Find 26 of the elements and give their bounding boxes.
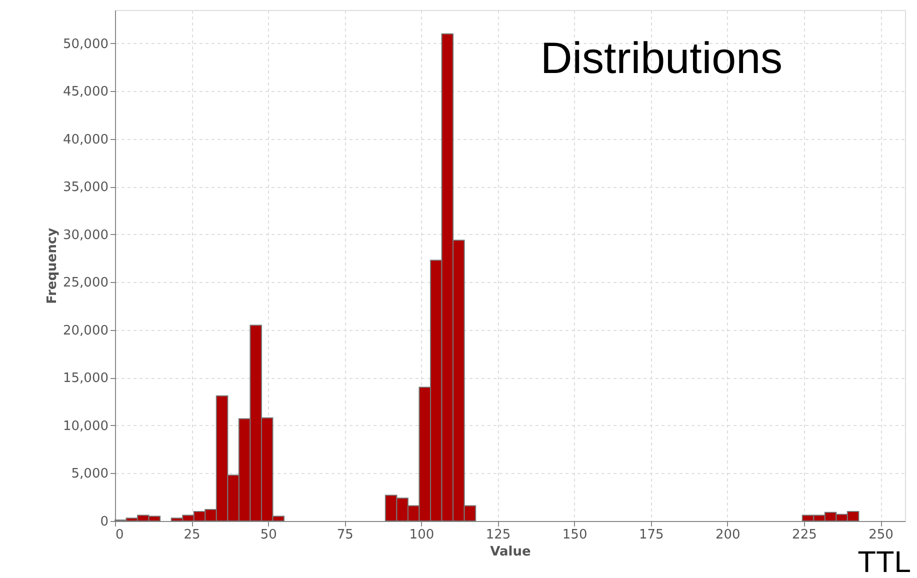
x-tick-label: 200 xyxy=(715,528,740,542)
y-tick-label: 10,000 xyxy=(63,418,108,434)
text: TTL xyxy=(858,546,911,578)
y-tick-label: 15,000 xyxy=(63,371,108,386)
y-tick-label: 30,000 xyxy=(63,228,108,243)
x-tick-label: 150 xyxy=(562,528,588,542)
x-tick-label: 100 xyxy=(409,528,434,542)
y-tick-label: 0 xyxy=(100,514,108,530)
y-tick-label: 20,000 xyxy=(63,323,108,338)
x-tick-label: 125 xyxy=(486,528,511,542)
x-tick-label: 250 xyxy=(868,528,894,542)
x-tick-label: 25 xyxy=(184,528,200,542)
text: Distributions xyxy=(540,34,783,83)
y-tick-label: 45,000 xyxy=(63,84,108,100)
y-tick-label: 40,000 xyxy=(63,132,108,148)
x-tick-label: 0 xyxy=(116,528,124,542)
x-tick-label: 225 xyxy=(792,528,817,542)
x-tick-label: 75 xyxy=(336,528,354,542)
y-tick-label: 25,000 xyxy=(63,276,108,291)
y-axis-title: Frequency xyxy=(45,227,60,304)
x-tick-label: 50 xyxy=(260,528,277,542)
y-tick-label: 35,000 xyxy=(63,180,108,196)
x-tick-label: 175 xyxy=(638,528,664,542)
y-tick-label: 50,000 xyxy=(63,36,108,52)
y-tick-label: 5,000 xyxy=(71,466,108,482)
x-axis-title: Value xyxy=(490,544,532,560)
